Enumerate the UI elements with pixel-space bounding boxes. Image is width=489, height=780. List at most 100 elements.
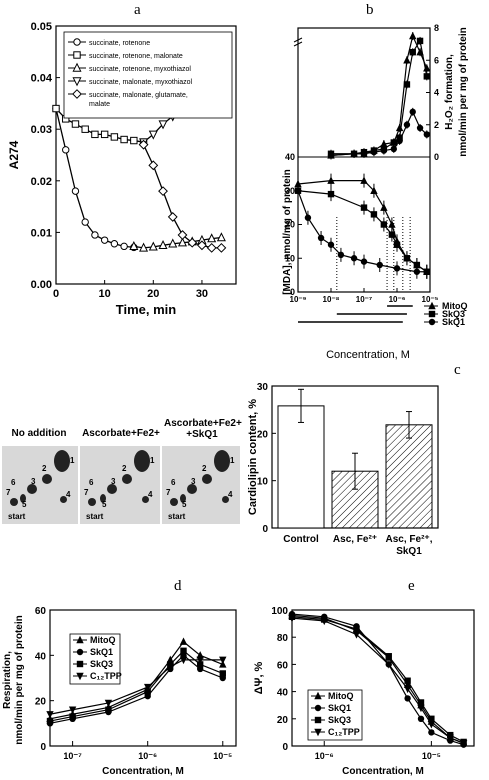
data-point-a xyxy=(168,238,178,248)
legend-box-a xyxy=(63,31,233,119)
data-point-b-bottom xyxy=(393,241,401,248)
data-point-d xyxy=(179,637,188,645)
data-point-b-bottom xyxy=(370,211,378,218)
y-tick-label-right-b: 2 xyxy=(434,120,439,130)
data-point-e xyxy=(385,653,392,660)
data-point-a xyxy=(206,242,217,253)
data-point-e xyxy=(352,631,361,639)
data-point-d xyxy=(46,711,54,719)
legend-marker-b xyxy=(428,318,436,326)
data-point-d xyxy=(219,670,226,677)
gel-spot xyxy=(187,484,197,494)
series-line-d xyxy=(49,640,224,720)
y-tick-label-b: 10 xyxy=(285,253,295,263)
start-label: start xyxy=(8,512,26,521)
axis-break-b xyxy=(293,37,303,43)
data-point-d xyxy=(104,699,113,708)
data-point-a xyxy=(177,237,187,247)
start-label: start xyxy=(86,512,104,521)
series-line-b-bottom xyxy=(297,190,428,273)
data-point-a xyxy=(177,230,188,240)
y-tick-label-right-b: 8 xyxy=(434,23,439,33)
x-tick-label-a: 20 xyxy=(147,288,159,300)
data-point-a xyxy=(129,241,139,251)
data-point-d xyxy=(196,656,204,665)
data-point-a xyxy=(187,237,198,248)
data-point-a xyxy=(207,233,217,243)
y-tick-label-e: 40 xyxy=(277,688,289,699)
spot-label-4: 4 xyxy=(148,490,153,499)
x-tick-label-a: 0 xyxy=(53,288,59,300)
data-point-b-top xyxy=(409,48,416,56)
spot-label-2: 2 xyxy=(42,464,47,473)
gel-spot xyxy=(42,474,52,484)
legend-marker-a xyxy=(73,51,81,59)
data-point-b-top xyxy=(327,152,335,159)
panel-label-b: b xyxy=(366,2,374,18)
y-axis-label-right-b: nmol/min per mg of protein xyxy=(458,27,469,156)
data-point-a xyxy=(120,135,128,144)
series-line-b-top xyxy=(331,39,428,155)
y-tick-label-d: 60 xyxy=(35,606,47,617)
data-point-a xyxy=(158,120,168,130)
gel-spot xyxy=(134,450,150,472)
y-axis-label-right-b: H₂O₂ formation, xyxy=(444,54,455,130)
y-tick-label-a: 0.03 xyxy=(31,124,52,136)
data-point-a xyxy=(71,120,80,128)
y-axis-label-d: nmol/min per mg of protein xyxy=(14,615,25,744)
data-point-a xyxy=(138,139,149,150)
data-point-a xyxy=(81,218,89,226)
plot-frame-e xyxy=(291,609,475,747)
y-tick-label-b: 0 xyxy=(290,287,295,297)
gel-spot xyxy=(170,498,178,506)
x-tick-label-a: 30 xyxy=(196,288,208,300)
legend-label-a: succinate, rotenone, malonate xyxy=(89,53,183,60)
y-tick-label-e: 100 xyxy=(271,606,288,617)
data-point-b-top xyxy=(370,148,378,156)
data-point-e xyxy=(428,729,435,736)
legend-label-e: C₁₂TPP xyxy=(328,727,360,737)
data-point-b-top xyxy=(403,81,411,88)
spot-label-2: 2 xyxy=(202,464,207,473)
legend-label-b: SkQ1 xyxy=(442,317,465,327)
data-point-a xyxy=(216,242,227,253)
legend-label-a: malate xyxy=(89,101,110,108)
data-point-d xyxy=(179,656,188,665)
data-point-b-bottom xyxy=(294,179,302,188)
x-tick-label-b: 10⁻⁶ xyxy=(389,295,406,304)
data-point-d xyxy=(166,663,174,671)
gel-spot xyxy=(10,498,18,506)
legend-marker-e xyxy=(314,691,322,700)
data-point-e xyxy=(459,740,468,748)
y-tick-label-a: 0.02 xyxy=(31,176,52,188)
legend-marker-d xyxy=(76,635,84,644)
spot-label-7: 7 xyxy=(84,488,89,497)
y-tick-label-c: 0 xyxy=(262,524,268,535)
data-point-b-top xyxy=(350,150,358,157)
legend-marker-b xyxy=(428,301,436,310)
legend-marker-a xyxy=(72,89,82,99)
data-point-b-bottom xyxy=(380,221,388,228)
series-line-b-top xyxy=(330,110,428,156)
data-point-b-top xyxy=(423,131,431,138)
data-point-b-top xyxy=(416,37,424,45)
spot-label-3: 3 xyxy=(191,477,196,486)
gel-spot xyxy=(54,450,70,472)
legend-marker-d xyxy=(76,672,84,681)
y-axis-label-d: Respiration, xyxy=(2,651,13,709)
spot-label-7: 7 xyxy=(6,488,11,497)
gel-spot xyxy=(88,498,96,506)
data-point-a xyxy=(139,242,149,252)
data-point-b-bottom xyxy=(304,214,312,221)
data-point-d xyxy=(46,717,54,725)
data-point-b-bottom xyxy=(294,187,302,194)
x-axis-label-d: Concentration, M xyxy=(102,766,184,777)
gel-spot xyxy=(107,484,117,494)
data-point-b-bottom xyxy=(413,268,421,275)
spot-label-1: 1 xyxy=(70,456,75,465)
data-point-b-top xyxy=(423,73,431,80)
panel-label-d: d xyxy=(174,578,182,594)
x-tick-label-b: 10⁻⁹ xyxy=(290,295,307,304)
legend-marker-a xyxy=(72,62,82,72)
